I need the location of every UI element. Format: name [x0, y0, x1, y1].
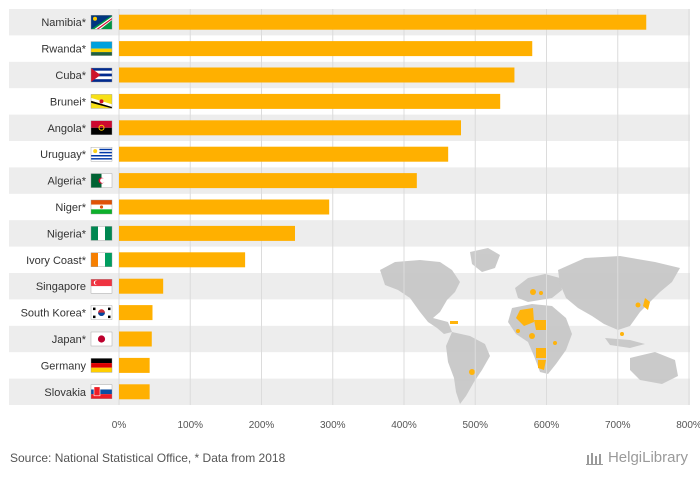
category-label: Singapore: [36, 281, 86, 293]
flags: [90, 14, 113, 399]
bar: [119, 146, 449, 162]
x-tick-label: 600%: [534, 420, 560, 431]
x-tick-label: 800%: [676, 420, 700, 431]
brand-logo: HelgiLibrary: [585, 449, 688, 466]
x-tick-label: 500%: [462, 420, 488, 431]
category-label: Germany: [41, 360, 87, 372]
world-map-decoration: [380, 248, 680, 404]
ivory-coast-flag-icon: [90, 252, 113, 268]
category-label: Ivory Coast*: [26, 255, 87, 267]
x-tick-label: 300%: [320, 420, 346, 431]
bar: [119, 357, 150, 373]
category-label: Algeria*: [47, 176, 86, 188]
x-tick-label: 700%: [605, 420, 631, 431]
bar: [119, 93, 501, 109]
cuba-flag-icon: [90, 67, 113, 83]
germany-flag-icon: [90, 358, 113, 373]
angola-flag-icon: [90, 120, 113, 136]
category-label: Angola*: [47, 123, 86, 135]
category-label: Namibia*: [41, 17, 86, 29]
slovakia-flag-icon: [90, 384, 113, 399]
singapore-flag-icon: [90, 279, 113, 294]
category-labels: Namibia* Rwanda* Cuba* Brunei* Angola* Urugua…: [21, 17, 87, 399]
japan-flag-icon: [90, 331, 113, 347]
library-icon: [585, 452, 603, 465]
bar: [119, 67, 515, 83]
category-label: Rwanda*: [41, 44, 86, 56]
bar: [119, 225, 295, 241]
namibia-flag-icon: [90, 14, 113, 30]
category-label: South Korea*: [21, 308, 87, 320]
x-tick-label: 100%: [177, 420, 203, 431]
bar: [119, 305, 153, 321]
source-note: Source: National Statistical Office, * D…: [10, 451, 286, 465]
x-tick-label: 200%: [249, 420, 275, 431]
bar: [119, 252, 246, 268]
bar: [119, 278, 164, 294]
bar: [119, 173, 417, 189]
bar: [119, 14, 647, 30]
south-korea-flag-icon: [90, 305, 113, 320]
bar: [119, 120, 461, 136]
category-label: Cuba*: [55, 70, 86, 82]
category-label: Niger*: [55, 202, 86, 214]
category-label: Slovakia: [44, 387, 86, 399]
uruguay-flag-icon: [90, 146, 113, 162]
bar: [119, 384, 150, 400]
x-tick-labels: 0% 100% 200% 300% 400% 500% 600% 700% 800%: [112, 420, 700, 431]
niger-flag-icon: [90, 199, 113, 215]
rwanda-flag-icon: [90, 41, 113, 56]
x-tick-label: 400%: [391, 420, 417, 431]
category-label: Uruguay*: [40, 149, 87, 161]
nigeria-flag-icon: [90, 226, 113, 241]
bars: [119, 14, 647, 400]
brunei-flag-icon: [90, 94, 113, 109]
category-label: Brunei*: [50, 96, 87, 108]
x-tick-label: 0%: [112, 420, 127, 431]
algeria-flag-icon: [90, 173, 113, 188]
brand-name: HelgiLibrary: [607, 449, 688, 466]
bar: [119, 41, 533, 57]
category-label: Japan*: [52, 334, 87, 346]
bar: [119, 199, 330, 215]
category-label: Nigeria*: [47, 228, 87, 240]
bar: [119, 331, 152, 347]
